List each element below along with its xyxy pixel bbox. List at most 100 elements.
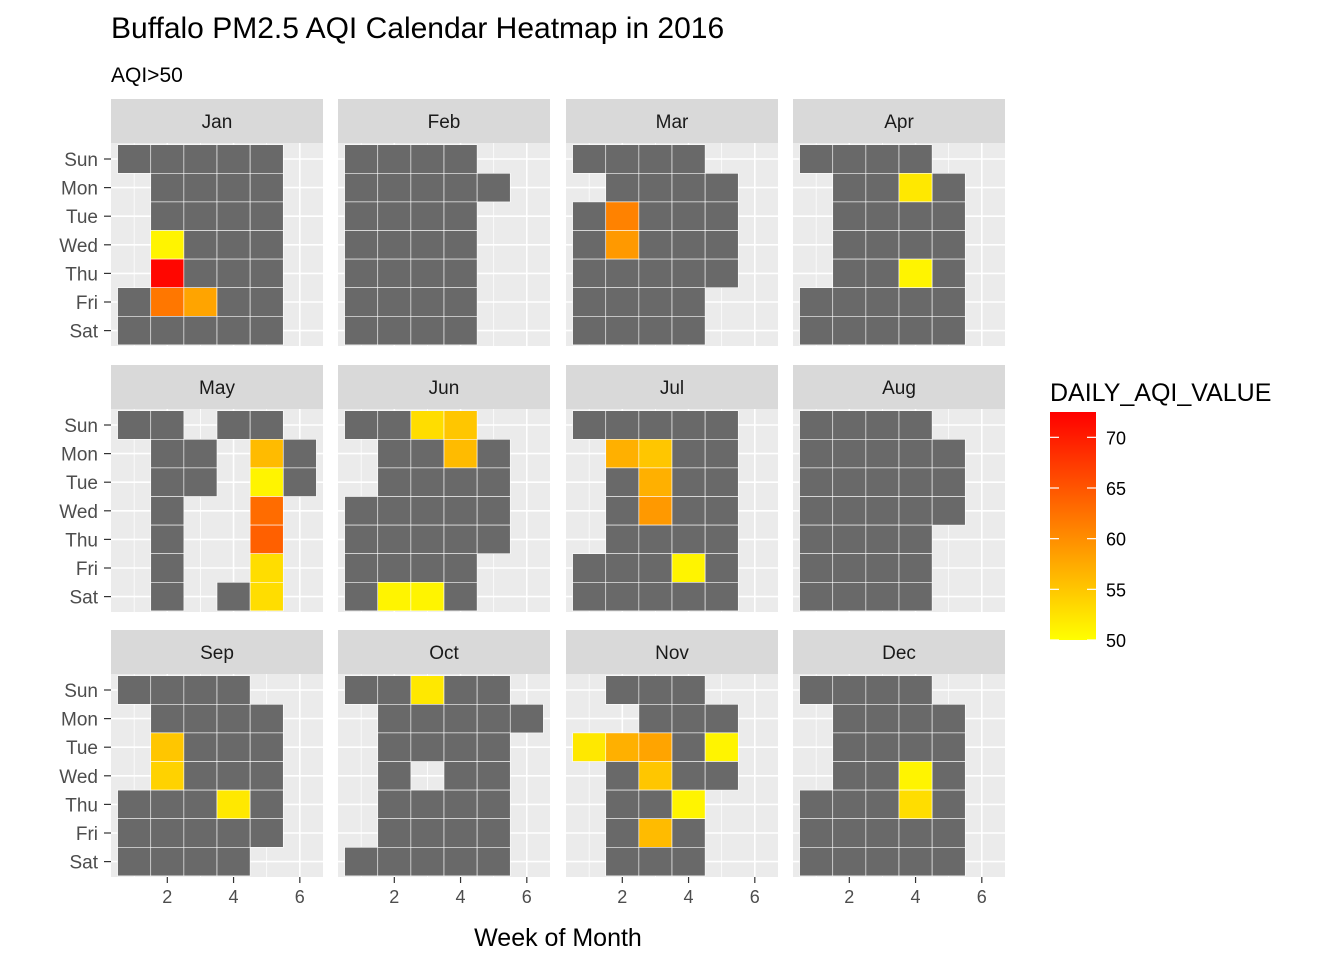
- tile: [572, 144, 607, 174]
- tile: [832, 846, 867, 877]
- tile: [150, 496, 185, 526]
- tile: [898, 581, 933, 612]
- tile: [410, 818, 445, 848]
- tile: [183, 258, 218, 289]
- tile: [150, 438, 185, 469]
- tile: [898, 467, 933, 497]
- tile: [865, 230, 900, 260]
- tile-high-aqi: [150, 230, 185, 260]
- tile-high-aqi: [249, 581, 284, 612]
- tile: [572, 230, 607, 260]
- legend-tick-label: 55: [1106, 580, 1126, 600]
- facet-strip-label: Sep: [200, 643, 234, 664]
- tile: [377, 703, 412, 734]
- tile: [249, 287, 284, 317]
- tile: [443, 846, 478, 877]
- tile: [249, 173, 284, 203]
- tile-high-aqi: [150, 258, 185, 289]
- tile: [216, 703, 251, 734]
- tile-high-aqi: [638, 467, 673, 497]
- tile: [898, 675, 933, 705]
- y-tick-label: Mon: [61, 445, 98, 466]
- tile: [410, 230, 445, 260]
- tile: [216, 761, 251, 791]
- tile: [931, 818, 966, 848]
- tile: [117, 144, 152, 174]
- tile: [799, 789, 834, 819]
- tile: [443, 201, 478, 231]
- tile: [638, 675, 673, 705]
- tile: [704, 410, 739, 440]
- tile-high-aqi: [410, 675, 445, 705]
- tile: [638, 581, 673, 612]
- tile: [249, 703, 284, 734]
- tile: [671, 173, 706, 203]
- y-tick-label: Sat: [69, 588, 98, 609]
- tile: [898, 496, 933, 526]
- tile: [443, 703, 478, 734]
- facet-strip: [793, 99, 1005, 143]
- tile: [605, 173, 640, 203]
- tile-high-aqi: [671, 789, 706, 819]
- tile: [898, 818, 933, 848]
- facet-apr: Apr: [793, 99, 1005, 346]
- facet-strip: [338, 365, 550, 409]
- tile-high-aqi: [150, 287, 185, 317]
- tile: [443, 258, 478, 289]
- tile: [249, 789, 284, 819]
- tile: [150, 675, 185, 705]
- tile: [344, 553, 379, 583]
- facet-strip-label: Jan: [202, 112, 233, 133]
- tile: [183, 732, 218, 762]
- tile: [671, 467, 706, 497]
- facet-dec: Dec 2 4 6: [793, 630, 1005, 907]
- tile: [704, 524, 739, 554]
- tile: [865, 553, 900, 583]
- tile: [638, 173, 673, 203]
- tile: [183, 315, 218, 346]
- tile: [183, 467, 218, 497]
- tile: [377, 173, 412, 203]
- tile-high-aqi: [898, 258, 933, 289]
- tile: [216, 675, 251, 705]
- tile: [443, 496, 478, 526]
- tile: [865, 703, 900, 734]
- tile: [832, 524, 867, 554]
- tile-high-aqi: [605, 230, 640, 260]
- tile: [410, 173, 445, 203]
- tile: [150, 524, 185, 554]
- tile: [410, 438, 445, 469]
- tile: [183, 201, 218, 231]
- tile: [476, 818, 511, 848]
- tile: [704, 496, 739, 526]
- tile: [799, 818, 834, 848]
- y-tick-label: Fri: [76, 824, 98, 845]
- y-tick-label: Tue: [66, 207, 98, 228]
- tile: [704, 581, 739, 612]
- tile: [183, 846, 218, 877]
- y-tick-label: Wed: [59, 767, 98, 788]
- facet-strip: [793, 630, 1005, 674]
- tile: [832, 315, 867, 346]
- y-tick-label: Wed: [59, 236, 98, 257]
- tile: [865, 201, 900, 231]
- facet-strip-label: Nov: [655, 643, 689, 664]
- tile: [377, 789, 412, 819]
- chart-subtitle: AQI>50: [111, 64, 183, 87]
- tile: [443, 675, 478, 705]
- y-tick-label: Mon: [61, 179, 98, 200]
- facet-strip: [111, 365, 323, 409]
- tile: [150, 703, 185, 734]
- facet-strip: [566, 99, 778, 143]
- legend-tick-label: 65: [1106, 479, 1126, 499]
- tile-high-aqi: [150, 732, 185, 762]
- tile-high-aqi: [638, 818, 673, 848]
- tile-high-aqi: [638, 732, 673, 762]
- facet-jan: Jan Sun Mon Tue Wed Thu Fri Sat: [59, 99, 323, 346]
- tile: [865, 144, 900, 174]
- tile: [410, 467, 445, 497]
- tile: [799, 496, 834, 526]
- tile: [898, 410, 933, 440]
- tile: [344, 287, 379, 317]
